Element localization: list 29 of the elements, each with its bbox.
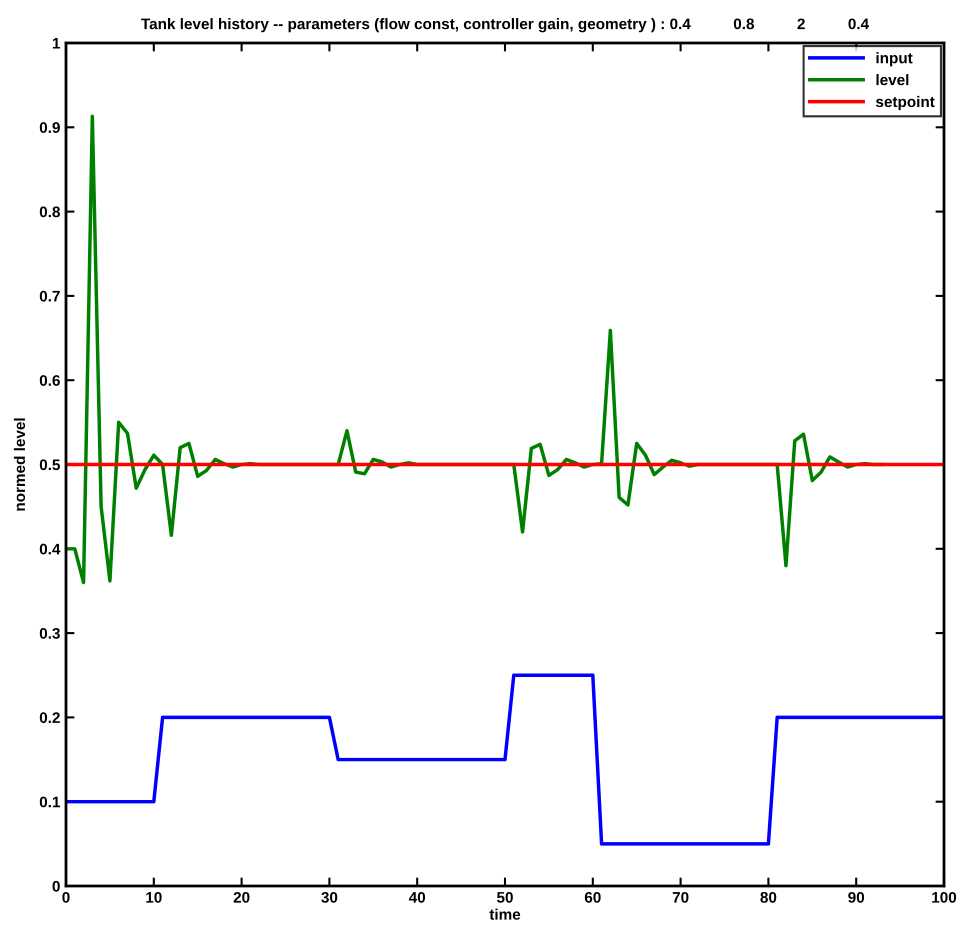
- y-axis-title: normed level: [14, 418, 26, 511]
- x-tick-label: 80: [760, 892, 776, 903]
- legend-label: setpoint: [876, 96, 935, 110]
- x-tick-label: 10: [146, 892, 162, 903]
- y-tick-label: 0.8: [40, 206, 60, 218]
- x-tick-label: 20: [234, 892, 250, 903]
- x-axis-title: time: [489, 908, 520, 920]
- line-series: [66, 674, 944, 846]
- y-tick-label: 0: [52, 880, 60, 892]
- y-tick-label: 0.5: [40, 459, 60, 470]
- x-tick-label: 30: [321, 892, 338, 903]
- y-tick-label: 0.6: [40, 375, 60, 386]
- x-tick-label: 90: [848, 892, 864, 903]
- chart-title: Tank level history -- parameters (flow const, controller gain, geometry ) : 0.4 0.8 2 0.4: [141, 18, 870, 32]
- x-tick-label: 100: [932, 892, 956, 903]
- x-tick-label: 40: [408, 892, 426, 903]
- y-tick-label: 0.4: [40, 544, 60, 554]
- x-tick-label: 0: [62, 892, 70, 903]
- y-tick-label: 1: [52, 38, 60, 49]
- y-tick-label: 0.9: [40, 122, 60, 133]
- x-tick-label: 70: [672, 892, 688, 903]
- y-tick-label: 0.2: [40, 712, 60, 724]
- y-tick-label: 0.3: [40, 628, 60, 639]
- y-tick-label: 0.7: [40, 290, 60, 302]
- y-tick-label: 0.1: [40, 796, 60, 808]
- x-tick-label: 50: [496, 892, 513, 903]
- legend-label: input: [876, 52, 913, 66]
- x-tick-label: 60: [584, 892, 601, 903]
- legend-label: level: [876, 74, 908, 86]
